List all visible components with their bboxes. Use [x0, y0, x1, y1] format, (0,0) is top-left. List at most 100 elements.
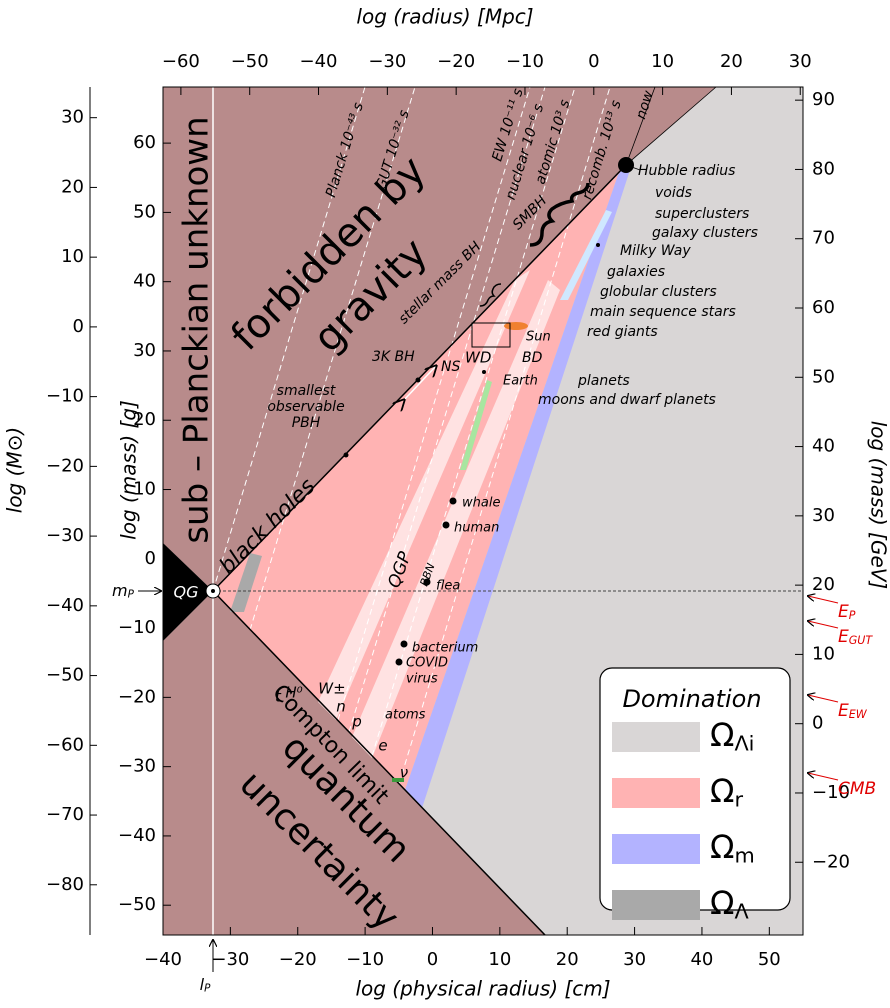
axis-title: log (mass) [g]: [117, 400, 141, 540]
galaxy-strip: [560, 210, 612, 300]
legend-swatch: [612, 778, 700, 808]
mw-dot: [596, 243, 600, 247]
axis-title: log (radius) [Mpc]: [356, 5, 533, 29]
annotation: observable: [267, 399, 344, 415]
annotation: bacterium: [412, 641, 478, 656]
energy-label: EEW: [838, 701, 868, 721]
annotation: p: [351, 713, 362, 731]
annotation: Hubble radius: [638, 163, 735, 179]
qg-center: [211, 589, 215, 593]
legend-label: ΩΛ: [710, 884, 749, 923]
tick-label: −50: [231, 51, 269, 72]
annotation: 3K BH: [372, 349, 415, 365]
tick-label: −20: [279, 949, 317, 970]
hubble-boundary: [625, 86, 717, 166]
tick-label: 10: [812, 643, 835, 664]
axis-title: log (mass) [GeV]: [867, 421, 890, 589]
stellar-brace: [479, 283, 502, 307]
gut-time-line: [249, 86, 416, 631]
annotation: NS: [441, 359, 460, 375]
annotation: W±: [318, 680, 345, 698]
covid-dot: [395, 658, 403, 666]
tick-label: −60: [162, 51, 200, 72]
annotation: ν: [400, 764, 408, 782]
region-forbidden: [163, 87, 716, 591]
objects: [205, 157, 634, 782]
tick-label: 40: [812, 436, 835, 457]
tick-label: −50: [118, 894, 156, 915]
tick-label: −60: [46, 734, 84, 755]
annotation: galaxies: [607, 264, 665, 280]
tick-label: 10: [133, 479, 156, 500]
regions: [163, 87, 803, 935]
tick-label: 40: [133, 271, 156, 292]
tick-label: −10: [46, 386, 84, 407]
tick-label: 50: [812, 366, 835, 387]
nuclear-time-line: [348, 86, 546, 733]
tick-label: 20: [61, 176, 84, 197]
annotation: t: [275, 688, 282, 706]
tick-label: 0: [145, 548, 156, 569]
legend-title: Domination: [622, 685, 761, 713]
annotation: BD: [522, 350, 543, 366]
hubble-point: [618, 157, 634, 173]
tick-label: 20: [133, 409, 156, 430]
tick-label: 30: [812, 505, 835, 526]
tick-label: −10: [812, 782, 850, 803]
annotation: virus: [406, 672, 438, 687]
tick-label: 30: [133, 340, 156, 361]
annotation: moons and dwarf planets: [538, 392, 716, 408]
energy-arrow: [808, 621, 839, 629]
tick-label: −30: [211, 949, 249, 970]
annotation: whale: [462, 496, 500, 511]
tick-label: −40: [46, 595, 84, 616]
annotation: flea: [436, 579, 460, 594]
region-quantum: [163, 591, 545, 935]
energy-label: EP: [838, 602, 856, 622]
human-dot: [442, 521, 450, 529]
annotation: planets: [577, 373, 630, 389]
earth-dot: [482, 370, 486, 374]
plot-frame: [162, 86, 804, 936]
tick-label: 40: [690, 949, 713, 970]
region-matter: [405, 165, 630, 808]
pbh-dot: [343, 452, 349, 458]
tick-label: −10: [118, 617, 156, 638]
axis-title: log (physical radius) [cm]: [355, 977, 610, 1001]
tick-label: 30: [623, 949, 646, 970]
tick-label: −30: [118, 756, 156, 777]
tick-label: 70: [812, 228, 835, 249]
annotation: PBH: [292, 415, 321, 431]
energy-label: CMB: [838, 779, 876, 799]
tick-label: 50: [133, 201, 156, 222]
annotation: voids: [655, 185, 692, 201]
energy-arrow: [808, 695, 839, 703]
tick-label: −30: [368, 51, 406, 72]
tick-label: 30: [789, 51, 812, 72]
now-line: [625, 86, 656, 166]
tick-label: −40: [144, 949, 182, 970]
tick-label: 90: [812, 89, 835, 110]
nu-marks: [392, 778, 404, 782]
annotation: Sun: [526, 330, 551, 345]
legend-label: Ωr: [710, 772, 743, 811]
compton-line: [212, 590, 546, 936]
region-lambda: [230, 553, 262, 612]
tick-label: 10: [488, 949, 511, 970]
annotation: smallest: [277, 383, 336, 399]
tick-label: −30: [46, 525, 84, 546]
tick-label: 10: [651, 51, 674, 72]
legend-swatch: [612, 890, 700, 920]
ns-arrow: [404, 366, 436, 400]
annotation: QG: [174, 583, 199, 602]
annotation: main sequence stars: [590, 304, 736, 320]
tick-label: 30: [61, 107, 84, 128]
tick-label: 20: [720, 51, 743, 72]
annotation: globular clusters: [600, 284, 717, 300]
tick-label: 0: [427, 949, 438, 970]
annotation: COVID: [406, 656, 448, 671]
tick-label: 0: [812, 713, 823, 734]
bacterium-dot: [400, 640, 408, 648]
energy-label: EGUT: [838, 627, 873, 647]
